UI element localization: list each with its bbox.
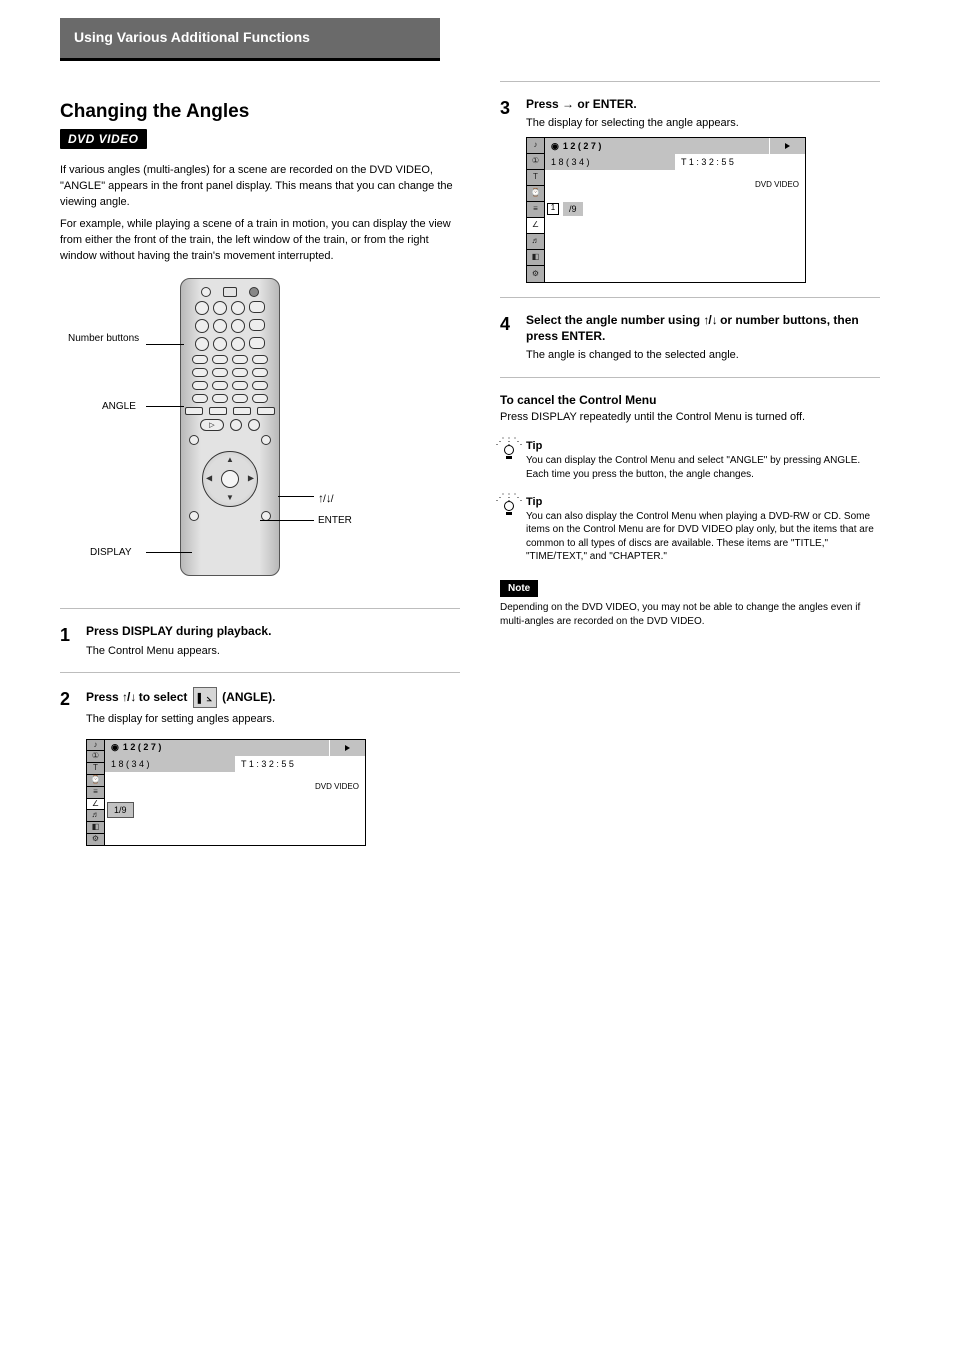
intro-p2: For example, while playing a scene of a … — [60, 217, 460, 265]
osd-angle-suffix: /9 — [563, 202, 583, 216]
osd-disc-type: DVD VIDEO — [545, 180, 805, 191]
callout-enter: ENTER — [318, 514, 352, 528]
tip-2-text: You can also display the Control Menu wh… — [526, 510, 880, 564]
osd-title-counter: 1 2 ( 2 7 ) — [123, 741, 162, 753]
tip-1-text: You can display the Control Menu and sel… — [526, 454, 880, 481]
osd-tab-icon: ◧ — [532, 252, 540, 263]
osd-disc-type: DVD VIDEO — [105, 782, 365, 793]
osd-tab-column: ♪ ① T ⌚ ≡ ∠ ♬ ◧ ⚙ — [87, 740, 105, 845]
step-2: 2 Press ↑/↓ to select ▌ ⦣ (ANGLE). The d… — [60, 687, 460, 845]
disc-icon: ◉ — [111, 741, 119, 753]
osd-tab-icon: ♪ — [94, 740, 98, 751]
control-menu-osd: ♪ ① T ⌚ ≡ ∠ ♬ ◧ ⚙ ◉ 1 — [86, 739, 366, 846]
callout-display: DISPLAY — [90, 546, 132, 560]
osd-tab-icon: ∠ — [532, 220, 539, 231]
osd-chapter-counter: 1 8 ( 3 4 ) — [545, 154, 675, 170]
osd-tab-icon: ≡ — [533, 204, 538, 215]
step-1-sub: The Control Menu appears. — [86, 644, 460, 659]
section-header: Using Various Additional Functions — [60, 18, 440, 58]
step-1-head: Press DISPLAY during playback. — [86, 623, 460, 639]
step-2-sub: The display for setting angles appears. — [86, 712, 460, 727]
arrow-down-icon: ↓ — [712, 313, 717, 327]
lightbulb-icon: ⋰⋮⋱ — [500, 439, 518, 481]
dvd-video-badge: DVD VIDEO — [60, 129, 147, 149]
osd-title-counter: 1 2 ( 2 7 ) — [563, 140, 602, 152]
divider — [60, 672, 460, 673]
osd-angle-value: 1/9 — [107, 802, 134, 818]
osd-tab-icon: ⚙ — [92, 834, 99, 845]
divider — [500, 297, 880, 298]
step-3-sub: The display for selecting the angle appe… — [526, 116, 880, 131]
osd-tab-icon: T — [533, 172, 538, 183]
osd-time: T 1 : 3 2 : 5 5 — [235, 756, 365, 772]
arrow-down-icon: ↓ — [326, 491, 331, 505]
intro-p1: If various angles (multi-angles) for a s… — [60, 163, 460, 211]
remote-illustration: ▷ ▲ ▼ ▶ ◀ — [60, 274, 400, 594]
step-3-number: 3 — [500, 96, 526, 283]
arrow-up-icon: ↑ — [122, 690, 127, 704]
osd-tab-icon: ♪ — [534, 140, 538, 151]
divider — [500, 377, 880, 378]
disc-icon: ◉ — [551, 140, 559, 152]
arrow-up-icon: ↑ — [318, 491, 323, 505]
osd-chapter-counter: 1 8 ( 3 4 ) — [105, 756, 235, 772]
play-icon — [785, 143, 790, 149]
step-2-head: Press ↑/↓ to select ▌ ⦣ (ANGLE). — [86, 687, 460, 707]
divider — [500, 81, 880, 82]
callout-angle: ANGLE — [102, 400, 136, 414]
arrow-down-icon: ↓ — [130, 690, 135, 704]
osd-time: T 1 : 3 2 : 5 5 — [675, 154, 805, 170]
osd-tab-icon: ◧ — [92, 822, 100, 833]
step-2-number: 2 — [60, 687, 86, 845]
section-header-label: Using Various Additional Functions — [74, 29, 310, 45]
callout-number-buttons: Number buttons — [68, 332, 139, 346]
arrow-right-icon: → — [562, 97, 574, 111]
osd-angle-input: 1 — [547, 203, 559, 215]
play-icon — [345, 745, 350, 751]
step-4: 4 Select the angle number using ↑/↓ or n… — [500, 312, 880, 363]
step-4-sub: The angle is changed to the selected ang… — [526, 348, 880, 363]
intro-text: If various angles (multi-angles) for a s… — [60, 163, 460, 265]
step-1: 1 Press DISPLAY during playback. The Con… — [60, 623, 460, 658]
page-title: Changing the Angles — [60, 99, 460, 125]
tip-2: ⋰⋮⋱ Tip You can also display the Control… — [500, 495, 880, 564]
cancel-heading: To cancel the Control Menu — [500, 392, 880, 408]
divider — [60, 608, 460, 609]
note-badge: Note — [500, 580, 538, 598]
step-1-number: 1 — [60, 623, 86, 658]
step-3: 3 Press → or ENTER. The display for sele… — [500, 96, 880, 283]
step-4-head: Select the angle number using ↑/↓ or num… — [526, 312, 880, 344]
tip-2-head: Tip — [526, 495, 880, 510]
osd-tab-icon: ⌚ — [91, 775, 101, 786]
note-text: Depending on the DVD VIDEO, you may not … — [500, 601, 880, 628]
osd-tab-icon: ♬ — [532, 236, 540, 247]
osd-tab-icon: ♬ — [92, 810, 100, 821]
osd-tab-icon: ⚙ — [532, 269, 539, 280]
osd-tab-icon: T — [93, 763, 98, 774]
step-3-head: Press → or ENTER. — [526, 96, 880, 112]
angle-icon-chip: ▌ ⦣ — [193, 687, 217, 707]
osd-tab-icon: ∠ — [92, 799, 99, 810]
remote-body: ▷ ▲ ▼ ▶ ◀ — [180, 278, 280, 576]
osd-tab-icon: ≡ — [93, 787, 98, 798]
step-4-number: 4 — [500, 312, 526, 363]
osd-tab-icon: ① — [92, 751, 99, 762]
osd-tab-icon: ① — [532, 156, 539, 167]
control-menu-osd-step3: ♪ ① T ⌚ ≡ ∠ ♬ ◧ ⚙ ◉ 1 — [526, 137, 806, 283]
tip-1: ⋰⋮⋱ Tip You can display the Control Menu… — [500, 439, 880, 481]
cancel-text: Press DISPLAY repeatedly until the Contr… — [500, 410, 880, 425]
lightbulb-icon: ⋰⋮⋱ — [500, 495, 518, 564]
osd-tab-icon: ⌚ — [531, 188, 541, 199]
arrow-up-icon: ↑ — [703, 313, 708, 327]
tip-1-head: Tip — [526, 439, 880, 454]
